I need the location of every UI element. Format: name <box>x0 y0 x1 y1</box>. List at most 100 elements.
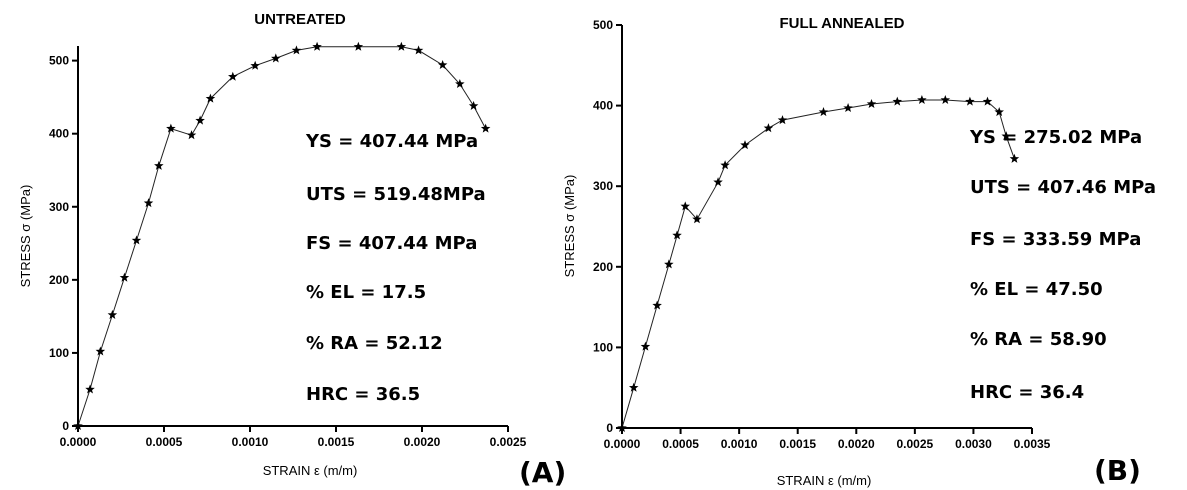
plot-area <box>617 94 1020 433</box>
y-tick-label: 500 <box>593 18 613 32</box>
data-point-star <box>95 346 106 356</box>
data-point-star <box>994 107 1004 117</box>
y-tick-label: 300 <box>49 200 69 214</box>
data-point-star <box>1001 131 1011 141</box>
y-axis-label: STRESS σ (MPa) <box>562 175 577 278</box>
chart-title: FULL ANNEALED <box>780 15 905 32</box>
x-tick-label: 0.0020 <box>838 437 875 451</box>
property-ys: YS = 275.02 MPa <box>969 127 1142 148</box>
data-point-star <box>640 341 651 351</box>
y-tick-label: 300 <box>593 179 613 193</box>
data-point-star <box>73 421 83 431</box>
property-uts: UTS = 407.46 MPa <box>970 177 1156 198</box>
data-point-star <box>652 300 662 310</box>
data-point-star <box>692 214 702 224</box>
data-point-star <box>468 100 479 110</box>
y-tick-label: 500 <box>49 54 69 68</box>
data-point-star <box>107 309 118 319</box>
property-el: % EL = 17.5 <box>306 282 426 303</box>
data-point-star <box>1009 153 1020 163</box>
property-ra: % RA = 58.90 <box>970 329 1107 350</box>
data-point-star <box>818 107 829 117</box>
data-point-star <box>866 98 877 109</box>
property-fs: FS = 333.59 MPa <box>970 229 1141 250</box>
x-tick-label: 0.0030 <box>955 437 992 451</box>
x-tick-label: 0.0000 <box>604 437 641 451</box>
data-point-star <box>437 60 448 70</box>
property-hrc: HRC = 36.5 <box>306 384 420 405</box>
data-point-star <box>396 41 407 51</box>
chart-untreated: UNTREATED 0.0000 0.0005 0.0010 0.0015 0.0020… <box>18 11 566 489</box>
plot-area <box>73 41 491 431</box>
data-point-star <box>131 235 142 245</box>
axes: 0.0000 0.0005 0.0010 0.0015 0.0020 0.0025 0 100… <box>49 46 527 449</box>
property-hrc: HRC = 36.4 <box>970 382 1084 403</box>
property-fs: FS = 407.44 MPa <box>306 233 477 254</box>
data-point-star <box>680 201 691 211</box>
data-point-star <box>271 53 281 63</box>
x-axis-label: STRAIN ε (m/m) <box>263 463 358 478</box>
data-point-star <box>965 96 975 106</box>
data-point-star <box>740 140 750 150</box>
x-tick-label: 0.0005 <box>146 435 183 449</box>
y-tick-label: 400 <box>593 99 613 113</box>
y-tick-label: 0 <box>606 421 613 435</box>
data-point-star <box>166 123 176 133</box>
data-point-star <box>892 96 903 106</box>
y-tick-label: 0 <box>62 419 69 433</box>
data-point-star <box>195 115 205 125</box>
x-tick-label: 0.0010 <box>721 437 758 451</box>
property-ra: % RA = 52.12 <box>306 333 443 354</box>
y-axis-label: STRESS σ (MPa) <box>18 185 33 288</box>
data-point-star <box>664 259 674 269</box>
x-tick-label: 0.0000 <box>60 435 97 449</box>
data-point-star <box>628 382 639 392</box>
series-line <box>621 99 1015 429</box>
data-point-star <box>291 45 302 55</box>
x-tick-label: 0.0015 <box>779 437 816 451</box>
x-axis-label: STRAIN ε (m/m) <box>777 473 872 488</box>
x-tick-label: 0.0015 <box>318 435 355 449</box>
data-point-star <box>720 160 730 170</box>
panel-label: (B) <box>1094 454 1141 487</box>
data-point-star <box>119 272 130 282</box>
data-point-star <box>228 71 238 81</box>
axes: 0.0000 0.0005 0.0010 0.0015 0.0020 0.0025 0.00… <box>593 18 1051 451</box>
data-point-star <box>205 93 216 103</box>
data-point-star <box>672 230 682 240</box>
data-point-star <box>713 177 723 187</box>
x-tick-label: 0.0005 <box>662 437 699 451</box>
y-tick-label: 400 <box>49 127 69 141</box>
chart-full-annealed: FULL ANNEALED 0.0000 0.0005 0.0010 0.0015 0.… <box>562 15 1156 488</box>
chart-title: UNTREATED <box>254 11 346 28</box>
panel-label: (A) <box>519 456 566 489</box>
x-tick-label: 0.0025 <box>490 435 527 449</box>
x-tick-label: 0.0010 <box>232 435 269 449</box>
property-el: % EL = 47.50 <box>970 279 1103 300</box>
series-line <box>77 46 487 427</box>
property-uts: UTS = 519.48MPa <box>306 184 486 205</box>
properties-block: YS = 275.02 MPa UTS = 407.46 MPa FS = 33… <box>969 127 1156 403</box>
x-tick-label: 0.0035 <box>1014 437 1051 451</box>
data-point-star <box>186 130 197 140</box>
data-point-star <box>455 79 465 89</box>
data-point-star <box>85 384 95 394</box>
data-point-star <box>154 160 164 170</box>
data-point-star <box>312 41 322 51</box>
data-point-star <box>917 94 927 104</box>
y-tick-label: 200 <box>49 273 69 287</box>
y-tick-label: 100 <box>49 346 69 360</box>
data-point-star <box>982 96 993 106</box>
data-point-star <box>777 115 788 125</box>
y-tick-label: 200 <box>593 260 613 274</box>
x-tick-label: 0.0025 <box>897 437 934 451</box>
y-tick-label: 100 <box>593 340 613 354</box>
data-point-star <box>250 60 260 70</box>
data-point-star <box>843 103 853 113</box>
data-point-star <box>143 198 154 208</box>
data-point-star <box>353 41 364 51</box>
data-point-star <box>413 45 424 55</box>
data-point-star <box>940 94 951 104</box>
data-point-star <box>763 123 774 133</box>
